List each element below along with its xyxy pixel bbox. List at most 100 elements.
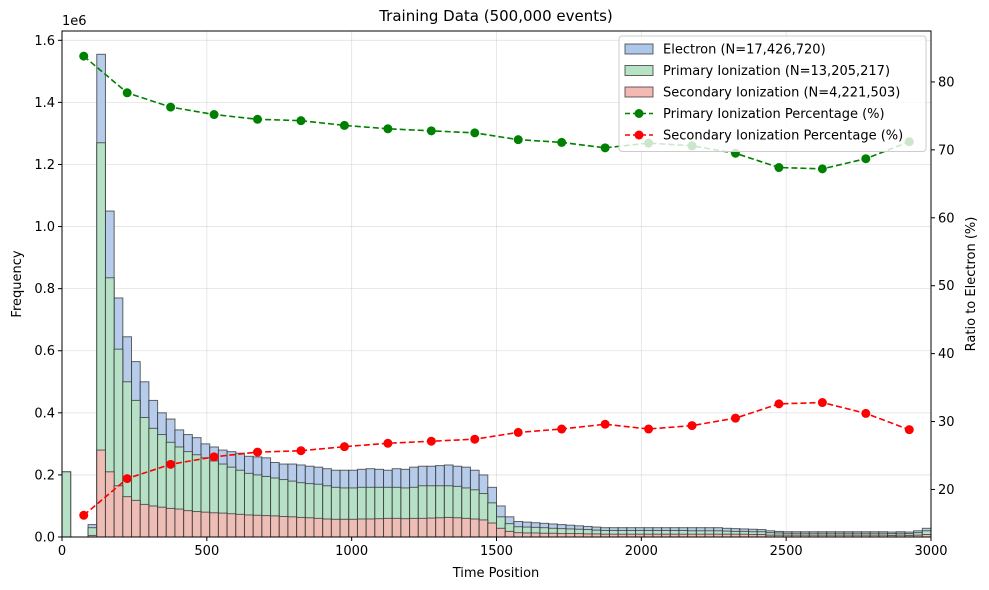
data-point (470, 434, 480, 444)
histogram-bar (548, 532, 558, 538)
y-axis-label: Frequency (10, 250, 25, 317)
data-point (600, 419, 610, 429)
histogram-bar (391, 517, 402, 538)
histogram-bar (487, 522, 497, 538)
y-right-tick-label: 50 (938, 279, 955, 294)
data-point (774, 399, 784, 409)
histogram-bar (348, 518, 358, 538)
histogram-bar (417, 517, 428, 538)
y-right-tick-label: 20 (938, 483, 955, 498)
data-point (730, 413, 740, 423)
legend-swatch (624, 43, 654, 55)
y-tick-label: 0.4 (34, 406, 55, 421)
data-point (861, 408, 871, 418)
y-tick-label: 1.4 (34, 96, 55, 111)
legend-swatch (624, 86, 654, 98)
legend-item: Primary Ionization (N=13,205,217) (624, 64, 890, 79)
y-right-tick-label: 60 (938, 211, 955, 226)
histogram-bar (513, 532, 524, 538)
histogram-bar (522, 532, 532, 538)
line-series-2 (79, 398, 914, 520)
data-point (687, 421, 697, 431)
histogram-bar (261, 515, 272, 538)
data-point (861, 154, 871, 164)
histogram-bar (148, 505, 159, 538)
histogram-bar (339, 518, 350, 538)
histogram-bar (113, 485, 124, 538)
data-point (426, 126, 436, 136)
x-tick-label: 500 (194, 544, 219, 559)
y-tick-label: 0.0 (34, 531, 55, 546)
y-axis-right-label: Ratio to Electron (%) (964, 217, 979, 352)
histogram-bar (131, 499, 141, 538)
data-point (166, 459, 176, 469)
histogram-bar (478, 519, 489, 538)
histogram-bar (165, 507, 176, 538)
histogram-bar (200, 511, 211, 538)
data-point (817, 398, 827, 408)
histogram-bar (122, 496, 133, 538)
x-tick-label: 0 (58, 544, 66, 559)
histogram-bar (304, 517, 315, 538)
x-axis-label: Time Position (452, 566, 540, 581)
x-tick-label: 1000 (335, 544, 368, 559)
x-axis: 0 500 1000 1500 2000 2500 3000 (58, 537, 948, 559)
histogram-bar (365, 518, 376, 538)
x-tick-label: 1500 (480, 544, 513, 559)
data-point (339, 120, 349, 130)
histogram-bar (469, 518, 480, 538)
data-point (296, 446, 306, 456)
histogram-series-2 (61, 142, 932, 538)
legend-label: Electron (N=17,426,720) (663, 43, 826, 58)
histogram-bar (374, 518, 385, 538)
data-point (339, 442, 349, 452)
histogram-bar (191, 511, 202, 538)
histogram-bar (400, 518, 411, 538)
x-tick-label: 2500 (770, 544, 803, 559)
y-right-tick-label: 30 (938, 415, 955, 430)
legend-item: Electron (N=17,426,720) (624, 43, 826, 58)
data-point (383, 124, 393, 134)
histogram-bar (409, 517, 419, 538)
histogram-bar (435, 517, 445, 538)
histogram-bar (574, 533, 584, 538)
data-point (513, 135, 523, 145)
data-point (209, 110, 219, 120)
histogram-bar (96, 449, 106, 538)
legend-label: Primary Ionization (N=13,205,217) (663, 64, 890, 79)
y-axis-right: 20 30 40 50 60 70 80 (931, 75, 955, 498)
data-point (122, 474, 132, 484)
y-tick-label: 1.0 (34, 220, 55, 235)
legend-item: Secondary Ionization (N=4,221,503) (624, 86, 900, 101)
histogram-bar (452, 517, 463, 538)
histogram-bar (174, 508, 185, 538)
histogram-bar (183, 510, 193, 538)
y-right-tick-label: 80 (938, 75, 955, 90)
legend-label: Secondary Ionization Percentage (%) (663, 129, 903, 144)
data-point (253, 114, 263, 124)
histogram-bar (278, 516, 289, 538)
data-point (774, 163, 784, 173)
y-right-tick-label: 40 (938, 347, 955, 362)
data-point (513, 427, 523, 437)
histogram-bar (556, 533, 567, 538)
data-point (557, 137, 567, 147)
legend-item: Secondary Ionization Percentage (%) (625, 129, 903, 144)
histogram-bar (539, 532, 550, 538)
x-tick-label: 3000 (914, 544, 947, 559)
legend-swatch (624, 65, 654, 76)
histogram-bar (243, 514, 254, 538)
histogram-bar (356, 518, 367, 538)
y-tick-label: 1.6 (34, 34, 55, 49)
chart-title: Training Data (500,000 events) (378, 7, 613, 25)
histogram-bar (104, 471, 115, 538)
y-tick-label: 0.6 (34, 344, 55, 359)
histogram-bar (461, 517, 471, 538)
histogram-bar (330, 518, 341, 538)
histogram-bar (383, 517, 393, 538)
y-tick-label: 0.8 (34, 282, 55, 297)
legend-label: Secondary Ionization (N=4,221,503) (663, 86, 900, 101)
data-point (600, 143, 610, 153)
legend-item: Primary Ionization Percentage (%) (625, 107, 885, 122)
data-point (79, 51, 89, 61)
